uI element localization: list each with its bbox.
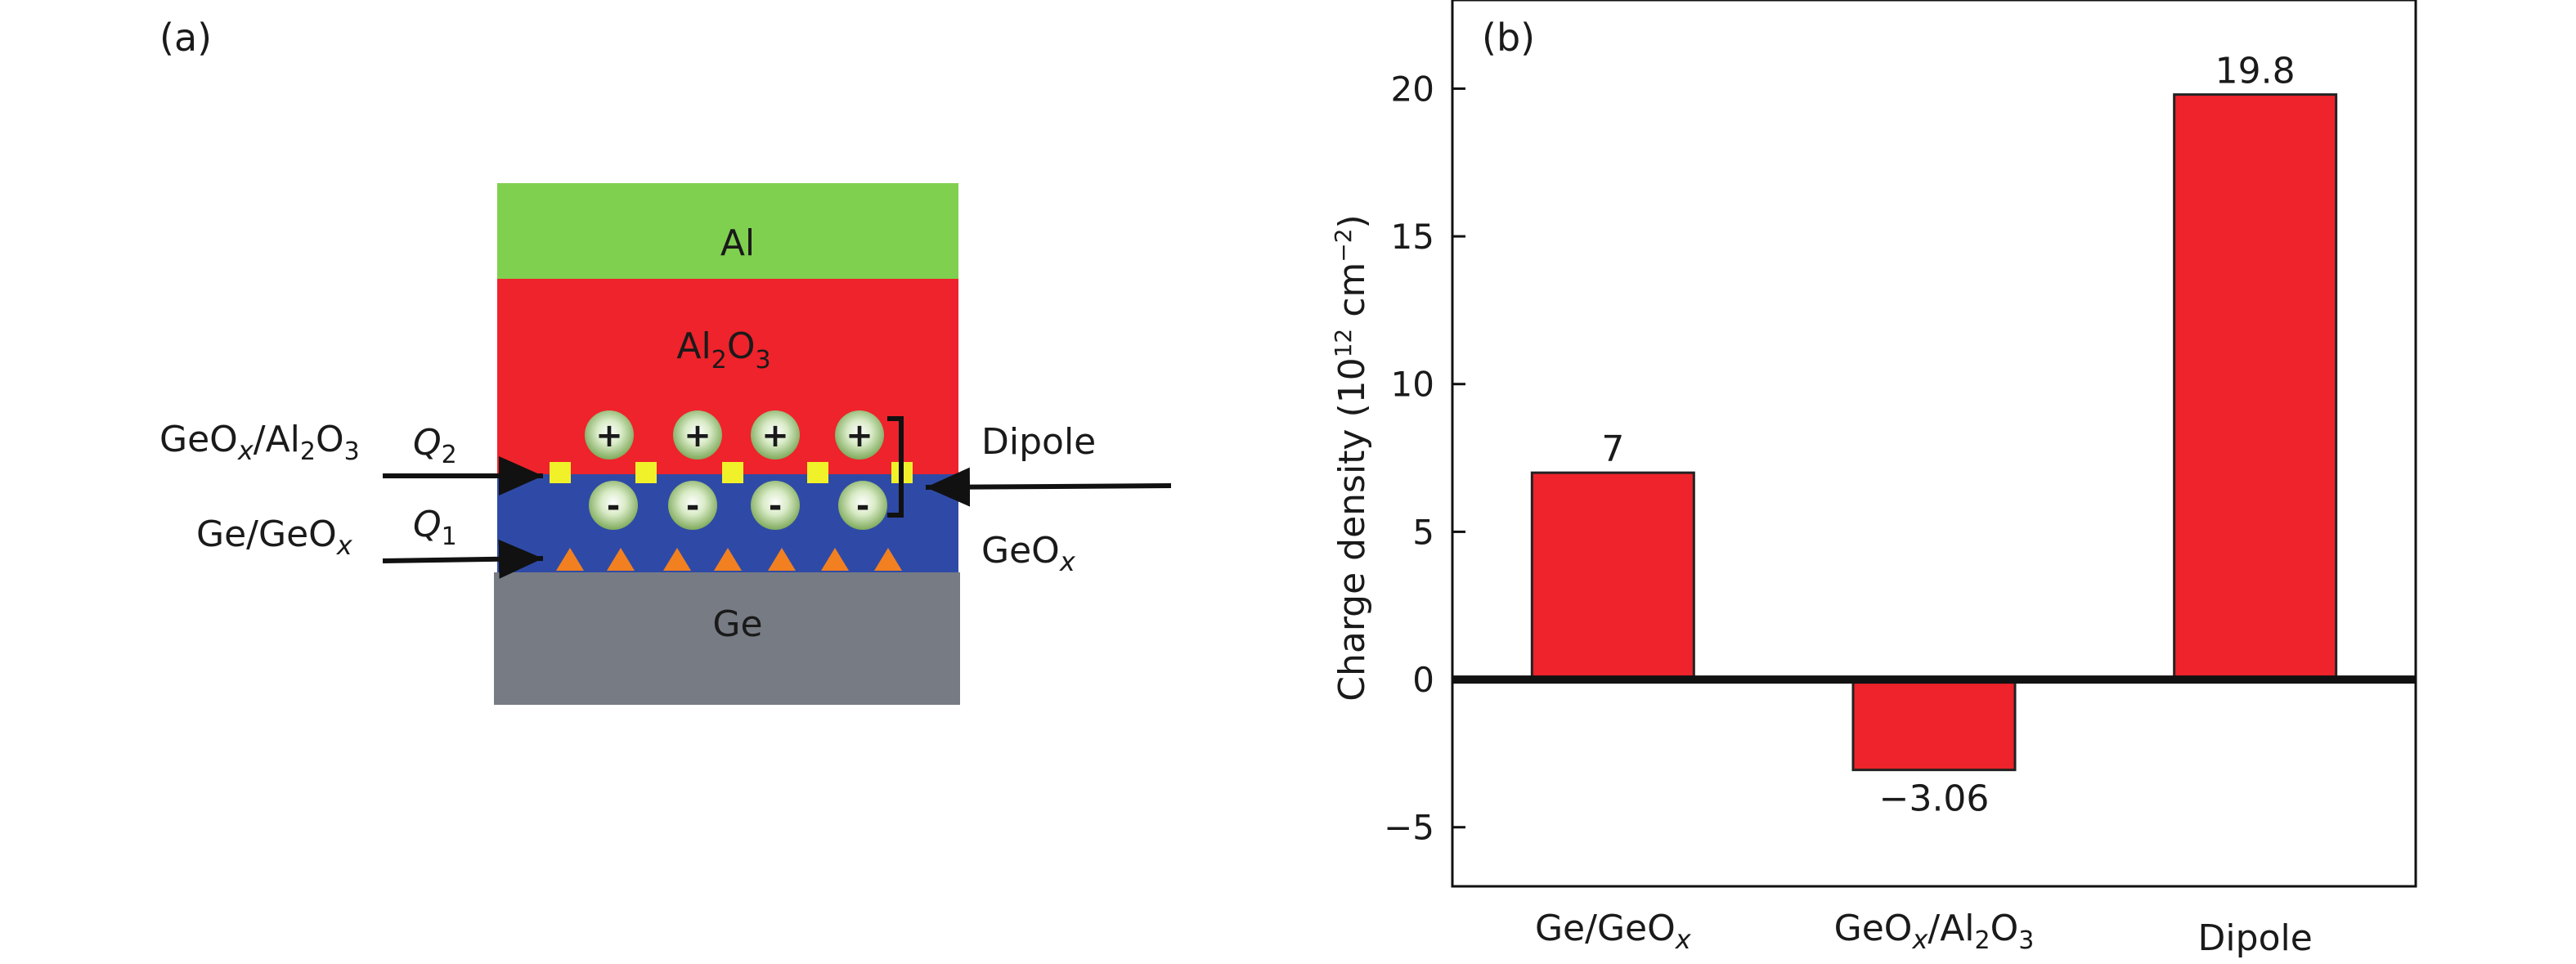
positive-ion: +: [751, 410, 800, 460]
interface-squares: [550, 462, 913, 483]
trap-triangle: [607, 548, 635, 571]
arrow-dipole: [925, 467, 1172, 507]
positive-ions: + + + +: [585, 410, 884, 460]
svg-text:+: +: [684, 417, 711, 455]
value-labels: 7 −3.06 19.8: [1601, 51, 2295, 820]
layer-al2o3: [497, 279, 958, 474]
svg-text:-: -: [607, 487, 621, 525]
trap-triangle: [714, 548, 742, 571]
panel-b-label: (b): [1482, 16, 1535, 60]
label-ge-geox: Ge/GeOx: [196, 513, 353, 561]
negative-ion: -: [838, 481, 887, 530]
y-axis-label: Charge density (1012 cm−2): [1330, 214, 1373, 701]
arrow-q1: [382, 539, 544, 579]
y-axis-ticks: −5 0 5 10 15 20: [1384, 69, 1465, 848]
panel-a: (a) Al Al2O3 Ge + + + + - - - -: [159, 16, 1172, 705]
svg-text:+: +: [595, 417, 623, 455]
bar-value-label: 19.8: [2215, 51, 2296, 92]
layer-al2o3-label: Al2O3: [676, 325, 770, 374]
layer-ge: [494, 572, 960, 705]
y-tick-label: 5: [1412, 512, 1434, 552]
trap-triangle: [874, 548, 902, 571]
trap-triangle: [821, 548, 849, 571]
bar: [1851, 678, 2017, 772]
panel-a-label: (a): [159, 16, 212, 60]
x-axis-labels: Ge/GeOx GeOx/Al2O3 Dipole: [1535, 908, 2313, 959]
negative-ions: - - - -: [589, 481, 887, 530]
negative-ion: -: [751, 481, 800, 530]
trap-triangle: [768, 548, 796, 571]
label-geox-layer: GeOx: [981, 530, 1076, 577]
bar-value-label: 7: [1601, 428, 1624, 470]
label-q1: Q1: [413, 504, 457, 551]
plot-frame: [1451, 0, 2417, 888]
bar-value-label: −3.06: [1879, 778, 1990, 820]
layer-al: [497, 183, 958, 279]
label-geox-al2o3: GeOx/Al2O3: [159, 419, 360, 466]
positive-ion: +: [673, 410, 722, 460]
bar: [2173, 93, 2338, 681]
layer-al-label: Al: [720, 222, 755, 264]
interface-square: [635, 462, 657, 483]
positive-ion: +: [835, 410, 884, 460]
bars: [1530, 93, 2338, 772]
dipole-bracket: [887, 416, 904, 518]
svg-text:-: -: [686, 487, 700, 525]
y-tick-label: 0: [1412, 660, 1434, 700]
layer-ge-label: Ge: [712, 603, 762, 645]
trap-triangles: [556, 548, 902, 571]
svg-text:+: +: [846, 417, 873, 455]
y-tick-label: −5: [1384, 808, 1434, 848]
y-tick-label: 20: [1391, 69, 1434, 109]
trap-triangle: [556, 548, 584, 571]
interface-square: [722, 462, 743, 483]
label-q2: Q2: [413, 422, 457, 469]
trap-triangle: [663, 548, 691, 571]
x-category-label: Dipole: [2198, 917, 2313, 959]
y-tick-label: 15: [1391, 217, 1434, 257]
panel-b: (b) −5 0 5 10 15 20 7 −3.06 19.8 Ge/GeOx GeOx/Al…: [1330, 0, 2417, 959]
svg-text:-: -: [856, 487, 870, 525]
positive-ion: +: [585, 410, 634, 460]
negative-ion: -: [589, 481, 638, 530]
y-tick-label: 10: [1391, 365, 1434, 405]
svg-text:+: +: [761, 417, 789, 455]
x-category-label: GeOx/Al2O3: [1834, 908, 2035, 955]
label-dipole: Dipole: [981, 421, 1096, 463]
interface-square: [807, 462, 828, 483]
bar: [1530, 471, 1695, 681]
negative-ion: -: [668, 481, 717, 530]
svg-text:-: -: [769, 487, 783, 525]
interface-square: [550, 462, 571, 483]
x-category-label: Ge/GeOx: [1535, 908, 1692, 955]
